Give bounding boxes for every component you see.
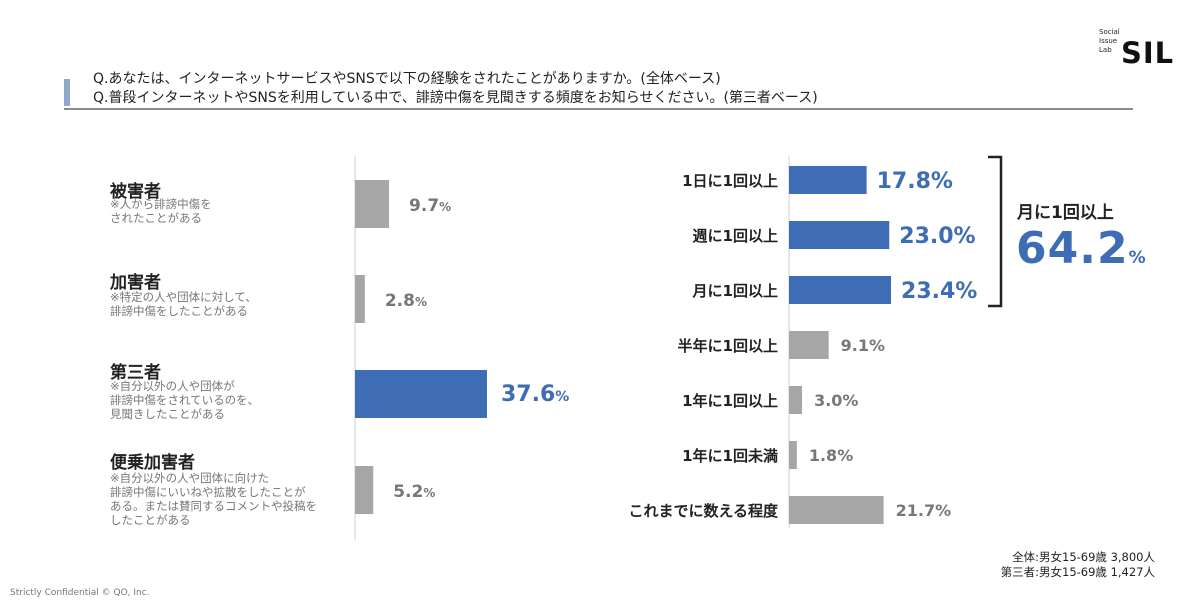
right-bar [789,276,892,304]
sample-note-third-party: 第三者:男女15-69歳 1,427人 [1000,565,1155,579]
right-bar-value: 1.8% [809,446,853,465]
bracket-label: 月に1回以上 [1017,203,1114,223]
right-bar [789,331,829,359]
left-bar [355,180,390,228]
bracket-line [988,155,1003,308]
left-bar-value: 2.8% [385,291,427,311]
label-victim-desc: ※人から誹謗中傷を されたことがある [110,197,212,225]
left-bar-unit: % [439,200,451,214]
sil-logo: Social Issue Lab SIL [1099,28,1179,68]
right-bar-value: 3.0% [814,391,858,410]
right-category-label: 半年に1回以上 [678,337,778,355]
footer-confidential: Strictly Confidential © QO, Inc. [10,588,150,598]
left-bar [355,275,365,323]
sample-note-total: 全体:男女15-69歳 3,800人 [1012,550,1155,564]
label-follower-desc: ※自分以外の人や団体に向けた 誹謗中傷にいいねや拡散をしたことが ある。または賛… [110,471,317,527]
right-category-label: 1日に1回以上 [682,172,778,190]
logo-line-lab: Lab [1099,46,1112,54]
left-bar [355,370,487,418]
label-follower-title: 便乗加害者 [110,453,195,473]
left-bar-unit: % [555,389,569,405]
right-category-label: 月に1回以上 [692,282,778,300]
logo-line-issue: Issue [1099,37,1118,45]
right-category-label: 1年に1回以上 [682,392,778,410]
left-bar [355,466,374,514]
left-bar-unit: % [423,486,435,500]
right-bar-value: 17.8% [877,169,953,194]
right-bar-value: 23.0% [899,224,975,249]
right-category-label: これまでに数える程度 [628,502,779,520]
right-bar [789,441,797,469]
right-category-label: 週に1回以上 [693,227,778,245]
label-perpetrator-title: 加害者 [110,273,161,293]
right-bar [789,221,890,249]
label-perpetrator-desc: ※特定の人や団体に対して、 誹謗中傷をしたことがある [110,290,257,318]
label-third-party-desc: ※自分以外の人や団体が 誹謗中傷をされているのを、 見聞きしたことがある [110,379,260,421]
left-bar-value: 37.6% [501,382,569,407]
bracket-total: 64.2% [1016,223,1146,274]
logo-mark: SIL [1121,36,1175,70]
right-category-label: 1年に1回未満 [682,447,778,465]
left-bar-value: 5.2% [393,482,435,502]
left-bar-value: 9.7% [409,196,451,216]
right-bar-value: 9.1% [841,336,885,355]
bracket-total-value: 64.2 [1016,223,1129,274]
label-victim-title: 被害者 [110,182,161,202]
question-accent-bar [64,79,70,106]
question-2: Q.普段インターネットやSNSを利用している中で、誹謗中傷を見聞きする頻度をお知… [93,90,818,106]
right-bar [789,166,867,194]
right-bar [789,496,884,524]
bracket-total-unit: % [1128,248,1146,268]
right-bar-value: 21.7% [896,501,952,520]
right-bar-value: 23.4% [901,279,977,304]
left-bar-unit: % [415,295,427,309]
header-divider [64,108,1133,110]
label-third-party-title: 第三者 [110,363,161,383]
logo-line-social: Social [1099,28,1120,36]
question-1: Q.あなたは、インターネットサービスやSNSで以下の経験をされたことがありますか… [93,71,721,87]
right-bar [789,386,803,414]
